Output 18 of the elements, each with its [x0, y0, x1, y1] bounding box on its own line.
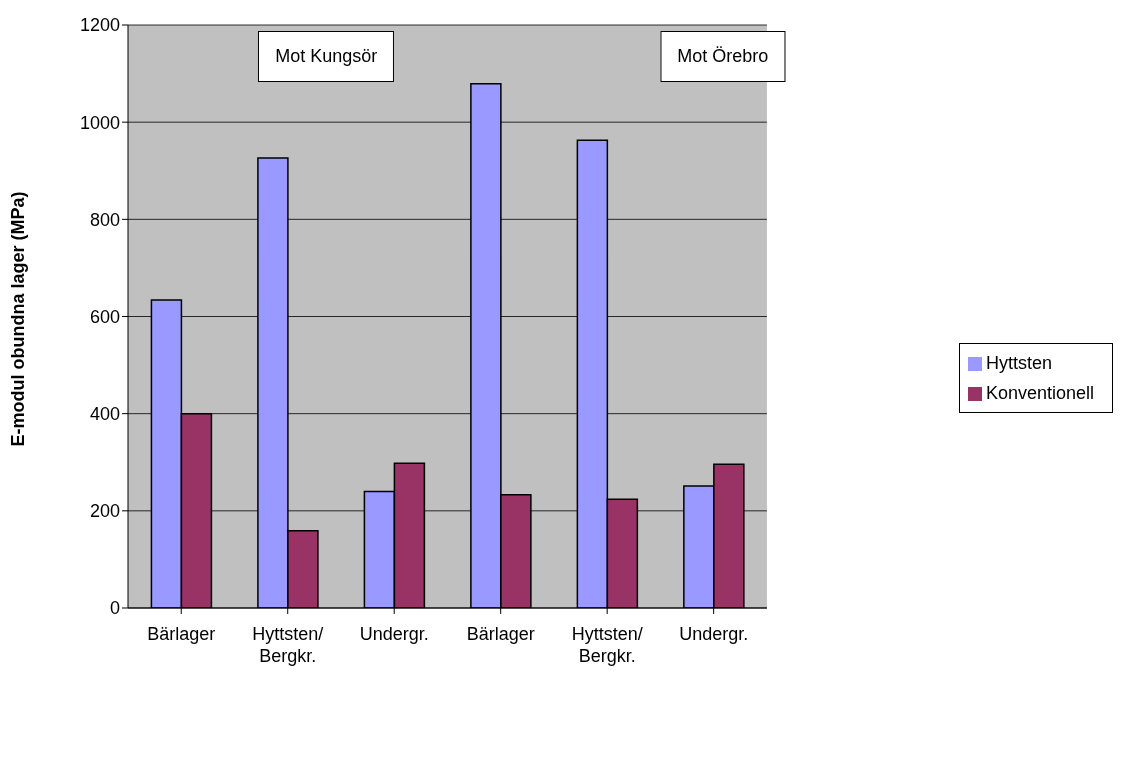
annotation: Mot Örebro	[660, 31, 786, 82]
x-tick-label: Bärlager	[466, 624, 535, 644]
y-tick-label: 1000	[79, 112, 120, 133]
y-tick-label: 200	[89, 501, 120, 522]
y-tick-label: 0	[109, 598, 120, 619]
y-tick-label: 600	[89, 306, 120, 327]
x-tick-label: Hyttsten/ Bergkr.	[571, 624, 643, 666]
y-tick-label: 1200	[79, 15, 120, 36]
x-tick-label: Bärlager	[147, 624, 216, 644]
x-tick-label: Hyttsten/ Bergkr.	[252, 624, 324, 666]
y-tick-label: 400	[89, 404, 120, 425]
annotation: Mot Kungsör	[258, 31, 395, 82]
x-tick-label: Undergr.	[359, 624, 429, 644]
legend-label: Konventionell	[985, 383, 1094, 403]
y-axis-title: E-modul obundna lager (MPa)	[8, 191, 29, 447]
legend-label: Hyttsten	[985, 353, 1052, 373]
x-tick-label: Undergr.	[679, 624, 749, 644]
y-tick-label: 800	[89, 209, 120, 230]
